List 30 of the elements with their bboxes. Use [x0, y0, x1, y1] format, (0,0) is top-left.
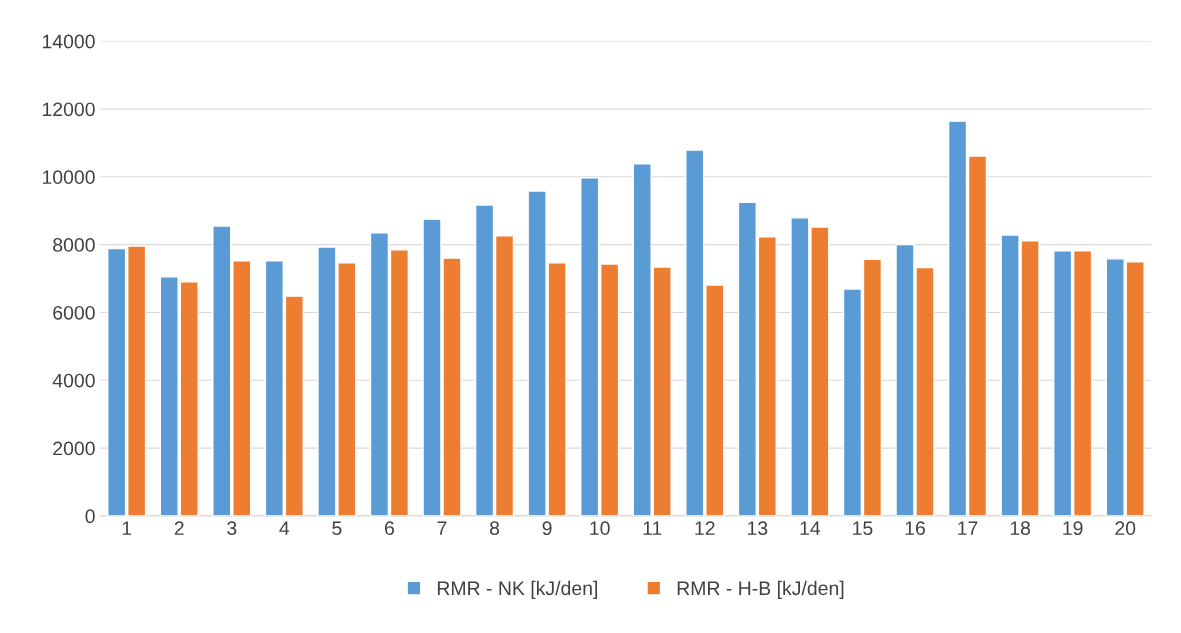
x-tick-label: 10 [590, 521, 610, 536]
legend-label: RMR - H-B [kJ/den] [677, 580, 844, 599]
x-tick-label: 15 [853, 521, 873, 536]
x-tick-label: 7 [437, 521, 447, 535]
x-tick-label: 19 [1063, 521, 1083, 536]
y-tick-label: 14000 [42, 34, 95, 49]
x-tick-label: 1 [122, 521, 132, 535]
x-tick-label: 8 [489, 521, 500, 536]
x-tick-label: 4 [279, 521, 290, 535]
x-tick-label: 20 [1115, 521, 1136, 536]
x-tick-label: 16 [905, 521, 925, 536]
y-tick-label: 12000 [42, 102, 95, 117]
y-tick-label: 4000 [52, 373, 95, 388]
y-tick-label: 2000 [53, 441, 95, 456]
x-tick-label: 5 [332, 521, 342, 536]
x-tick-label: 14 [800, 521, 821, 535]
y-tick-label: 0 [85, 509, 95, 524]
y-tick-label: 8000 [53, 238, 95, 252]
x-tick-label: 17 [958, 521, 978, 535]
x-tick-label: 11 [643, 521, 662, 535]
x-tick-label: 13 [747, 521, 768, 536]
legend-label: RMR - NK [kJ/den] [437, 580, 598, 599]
x-tick-label: 3 [227, 521, 237, 536]
x-tick-label: 18 [1010, 521, 1031, 536]
x-tick-label: 6 [385, 521, 394, 536]
x-tick-label: 12 [695, 521, 715, 535]
x-tick-label: 2 [174, 521, 184, 535]
y-tick-label: 10000 [42, 170, 95, 185]
x-tick-label: 9 [542, 521, 552, 536]
y-tick-label: 6000 [53, 305, 95, 320]
